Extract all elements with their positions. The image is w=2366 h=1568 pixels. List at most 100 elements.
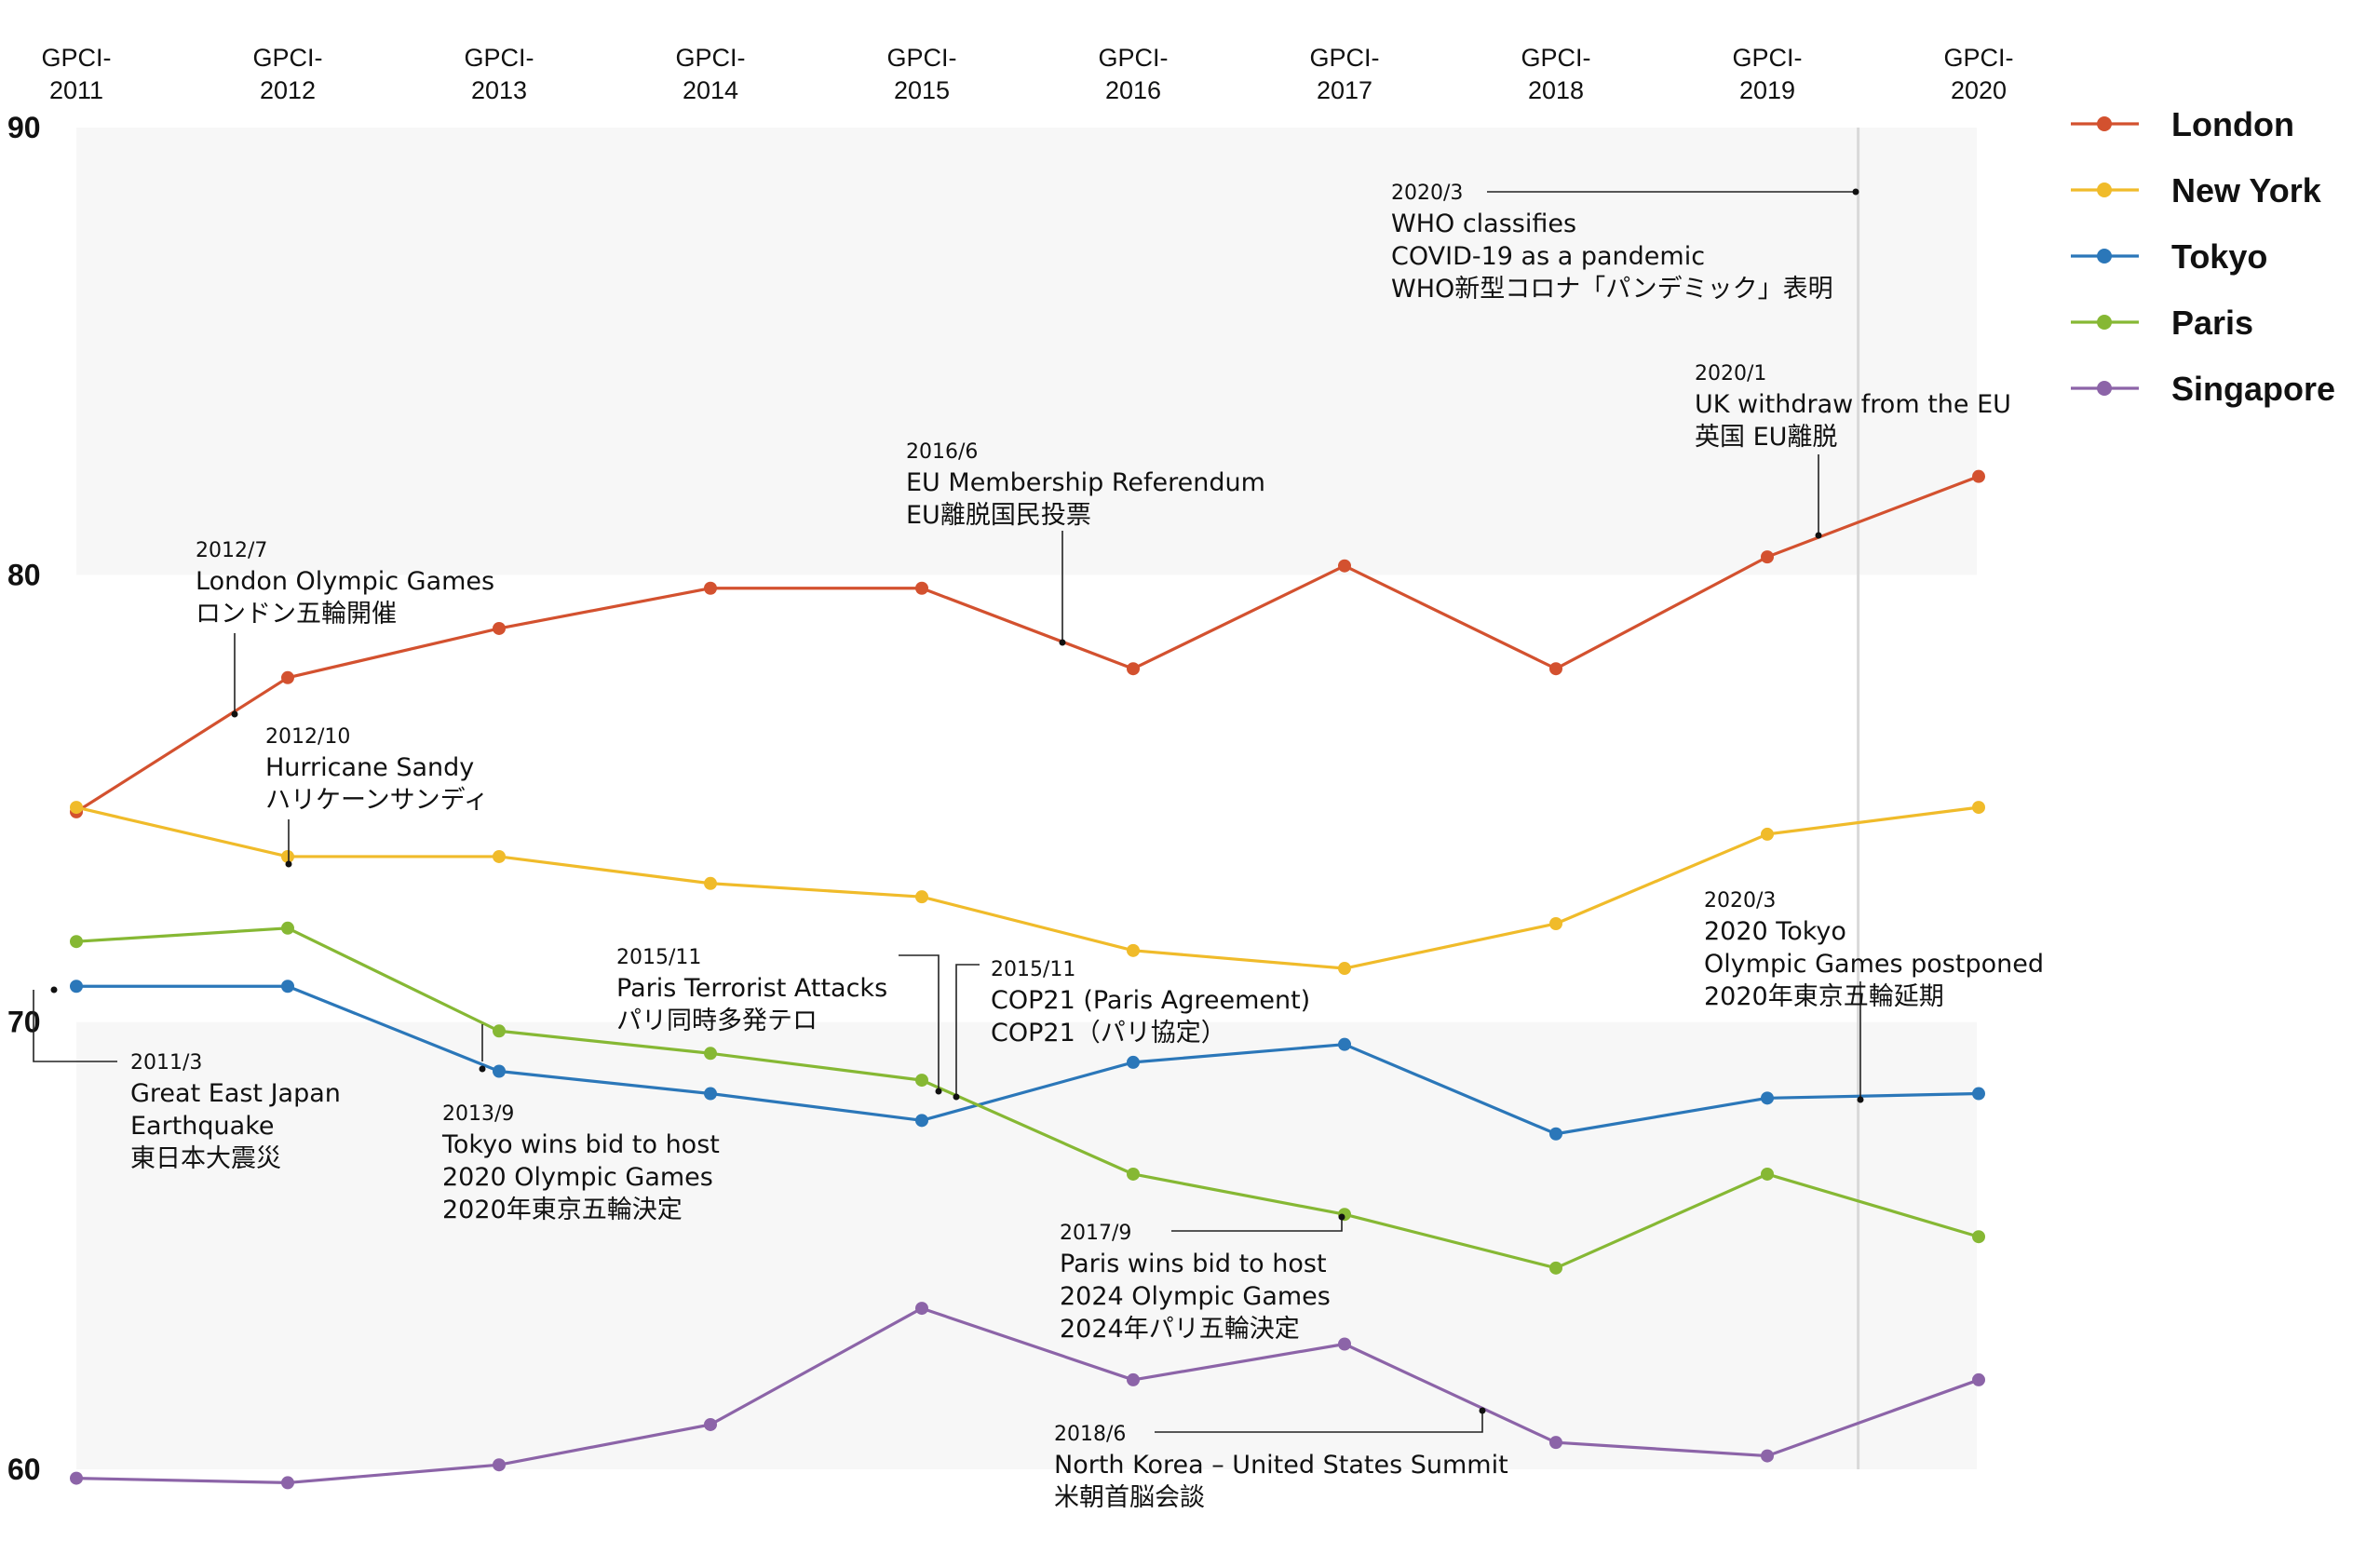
legend-label: Tokyo — [2171, 237, 2267, 276]
annotation-dot — [479, 1065, 486, 1073]
legend-label: Paris — [2171, 304, 2253, 342]
data-point — [1338, 1337, 1351, 1351]
annotation-date: 2017/9 — [1060, 1222, 1131, 1245]
data-point — [1127, 1167, 1140, 1181]
data-point — [1338, 559, 1351, 573]
annotation: 2020/3 2020 Tokyo Olympic Games postponed 2… — [1704, 889, 2044, 1103]
annotation-text: Tokyo wins bid to host — [441, 1130, 720, 1159]
legend-item-paris: Paris — [2071, 304, 2253, 342]
data-point — [70, 935, 83, 949]
annotation-date: 2020/3 — [1391, 182, 1463, 205]
legend-swatch-dot — [2097, 182, 2112, 197]
annotation-text: London Olympic Games — [196, 567, 494, 596]
annotation-text: UK withdraw from the EU — [1695, 390, 2011, 419]
data-point — [1761, 827, 1774, 841]
data-point — [1127, 1055, 1140, 1069]
annotation: 2018/6 North Korea – United States Summit… — [1054, 1407, 1508, 1512]
y-tick-label: 80 — [7, 558, 41, 591]
annotation-text: COP21（パリ協定） — [991, 1019, 1226, 1048]
annotation: 2012/7 London Olympic Games ロンドン五輪開催 — [196, 539, 494, 718]
x-tick-label: GPCI-2015 — [886, 44, 956, 104]
annotation-leader — [33, 990, 117, 1062]
legend: London New York Tokyo Paris Singapore — [2071, 105, 2335, 408]
annotation-text: 東日本大震災 — [130, 1144, 281, 1173]
plot-bands — [76, 128, 1977, 1469]
legend-swatch-dot — [2097, 315, 2112, 330]
data-point — [1549, 1436, 1562, 1450]
series-line — [75, 1306, 1980, 1485]
data-point — [1761, 550, 1774, 564]
y-tick-label: 90 — [7, 111, 41, 144]
x-tick-label: GPCI-2019 — [1732, 44, 1802, 104]
data-point — [915, 581, 928, 595]
y-tick-label: 60 — [7, 1453, 41, 1486]
legend-item-london: London — [2071, 105, 2294, 143]
annotation-text: Great East Japan — [130, 1079, 341, 1108]
annotation-text: COVID-19 as a pandemic — [1391, 242, 1705, 271]
legend-item-tokyo: Tokyo — [2071, 237, 2267, 276]
annotation-dot — [1857, 1096, 1864, 1103]
data-point — [1972, 801, 1985, 815]
data-point — [915, 1074, 928, 1088]
annotation-text: 2020年東京五輪延期 — [1704, 982, 1944, 1011]
legend-item-new-york: New York — [2071, 171, 2322, 210]
annotation-text: 英国 EU離脱 — [1695, 423, 1837, 452]
legend-label: Singapore — [2171, 370, 2335, 408]
annotation-text: Earthquake — [130, 1112, 275, 1141]
annotation-dot — [285, 860, 292, 868]
annotation-date: 2012/7 — [196, 539, 267, 562]
data-point — [1127, 943, 1140, 957]
x-tick-label: GPCI-2014 — [675, 44, 745, 104]
annotation-dot — [231, 710, 238, 718]
annotation-text: 2020年東京五輪決定 — [442, 1196, 683, 1224]
series-london — [70, 469, 1985, 818]
x-tick-label: GPCI-2018 — [1521, 44, 1590, 104]
annotation-leader — [1171, 1217, 1343, 1232]
data-point — [493, 1024, 506, 1038]
annotation: 2011/3 Great East Japan Earthquake 東日本大震災 — [33, 986, 341, 1173]
data-point — [915, 1302, 928, 1316]
data-point — [70, 801, 83, 815]
y-axis-tick-labels: 60 70 80 90 — [7, 111, 41, 1486]
data-point — [1549, 1261, 1562, 1275]
annotation-text: 2020 Olympic Games — [442, 1163, 713, 1192]
data-point — [281, 849, 294, 863]
data-point — [281, 1476, 294, 1490]
data-point — [1761, 1449, 1774, 1463]
data-point — [704, 581, 717, 595]
annotation-dot — [1479, 1407, 1486, 1414]
data-point — [1127, 662, 1140, 676]
x-tick-label: GPCI-2012 — [252, 44, 322, 104]
annotation-text: Paris wins bid to host — [1060, 1250, 1327, 1278]
x-tick-label: GPCI-2020 — [1943, 44, 2013, 104]
annotation-date: 2011/3 — [130, 1051, 202, 1075]
annotation: 2016/6 EU Membership Referendum EU離脱国民投票 — [906, 440, 1265, 646]
annotation-text: パリ同時多発テロ — [616, 1007, 818, 1035]
data-point — [915, 1114, 928, 1128]
legend-swatch-dot — [2097, 381, 2112, 396]
annotation: 2020/1 UK withdraw from the EU 英国 EU離脱 — [1695, 362, 2011, 539]
data-point — [1549, 916, 1562, 930]
data-point — [704, 1417, 717, 1431]
annotation-text: Olympic Games postponed — [1704, 950, 2044, 979]
y-tick-label: 70 — [7, 1006, 41, 1039]
annotation: 2013/9 Tokyo wins bid to host 2020 Olympic… — [441, 1024, 720, 1224]
series-line — [75, 475, 1980, 814]
annotation-date: 2013/9 — [442, 1102, 514, 1126]
series-singapore — [70, 1302, 1985, 1490]
data-point — [1972, 469, 1985, 483]
annotation-dot — [1852, 188, 1859, 196]
data-point — [915, 890, 928, 904]
annotation-text: Hurricane Sandy — [265, 753, 474, 782]
annotation-text: North Korea – United States Summit — [1054, 1451, 1508, 1480]
data-point — [1549, 662, 1562, 676]
annotation: 2020/3 WHO classifies COVID-19 as a pandem… — [1391, 182, 1859, 304]
legend-item-singapore: Singapore — [2071, 370, 2335, 408]
data-point — [281, 670, 294, 684]
annotation: 2015/11 COP21 (Paris Agreement) COP21（パリ協定… — [953, 958, 1310, 1101]
data-point — [1338, 962, 1351, 976]
annotation-text: COP21 (Paris Agreement) — [991, 986, 1310, 1015]
series-line — [76, 984, 1980, 1136]
